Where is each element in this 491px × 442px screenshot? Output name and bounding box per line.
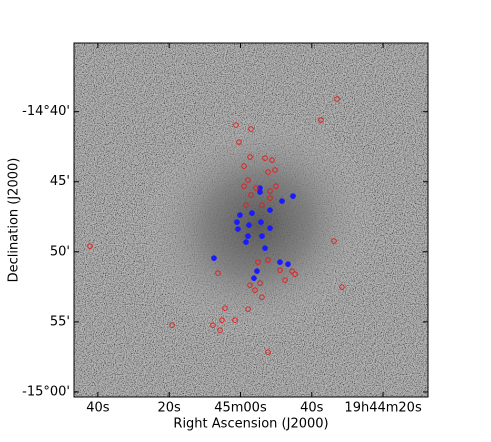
data-point xyxy=(265,349,271,355)
data-point xyxy=(267,207,273,213)
data-point xyxy=(269,157,275,163)
data-point xyxy=(277,259,283,265)
data-point xyxy=(241,183,247,189)
data-point xyxy=(279,198,285,204)
data-point xyxy=(262,245,268,252)
x-tick-label: 45m00s xyxy=(214,401,267,416)
x-tick-label: 40s xyxy=(86,401,110,416)
data-point xyxy=(87,243,93,249)
data-point xyxy=(259,202,265,208)
data-point xyxy=(232,317,238,323)
data-point xyxy=(241,163,247,169)
data-point xyxy=(211,255,217,262)
y-tick-label: 45' xyxy=(50,174,70,189)
data-point xyxy=(258,219,264,225)
data-point xyxy=(252,287,258,293)
data-point xyxy=(254,268,260,274)
data-point xyxy=(257,189,263,195)
data-point xyxy=(285,261,291,267)
data-point xyxy=(259,294,265,300)
data-point xyxy=(339,284,345,290)
data-point xyxy=(267,225,273,232)
x-tick-label: 20s xyxy=(158,401,182,416)
data-point xyxy=(334,96,340,102)
data-point xyxy=(267,195,273,201)
data-point xyxy=(243,202,249,208)
data-point xyxy=(246,222,252,228)
data-point xyxy=(249,210,255,216)
data-point xyxy=(277,267,283,273)
plot-frame xyxy=(73,42,429,398)
data-point xyxy=(245,177,251,183)
data-point xyxy=(253,185,259,191)
data-point xyxy=(247,282,253,288)
data-point xyxy=(245,306,251,312)
y-tick-label: 55' xyxy=(50,314,70,329)
data-point xyxy=(235,226,241,232)
data-point xyxy=(259,233,265,239)
data-point xyxy=(282,277,288,283)
data-point xyxy=(247,154,253,160)
data-point xyxy=(234,219,240,225)
data-point xyxy=(236,139,242,145)
data-point xyxy=(215,270,221,276)
data-point xyxy=(243,239,249,245)
data-point xyxy=(292,271,298,277)
sky-image xyxy=(74,43,428,397)
data-point xyxy=(210,322,216,328)
data-point xyxy=(265,169,271,175)
data-point xyxy=(248,192,254,198)
data-point xyxy=(169,322,175,328)
data-point xyxy=(290,193,296,199)
data-point xyxy=(237,212,243,218)
data-point xyxy=(219,317,225,323)
data-point xyxy=(248,126,254,132)
y-tick-label: -15°00' xyxy=(22,384,70,399)
data-point xyxy=(318,117,324,123)
x-axis-label: Right Ascension (J2000) xyxy=(173,417,328,432)
data-point xyxy=(251,275,257,282)
data-point xyxy=(217,327,223,333)
data-point xyxy=(267,188,273,194)
y-tick-label: 50' xyxy=(50,244,70,259)
data-point xyxy=(273,183,279,189)
x-tick-label: 19h44m20s xyxy=(344,401,422,416)
data-point xyxy=(262,155,268,161)
data-point xyxy=(233,122,239,128)
data-point xyxy=(331,238,337,244)
data-point xyxy=(265,257,271,263)
data-point xyxy=(272,167,278,173)
y-tick-label: -14°40' xyxy=(22,104,70,119)
y-axis-label: Declination (J2000) xyxy=(7,158,22,283)
data-point xyxy=(289,268,295,274)
data-point xyxy=(222,305,228,312)
x-tick-label: 40s xyxy=(300,401,324,416)
data-point xyxy=(245,233,251,239)
data-point xyxy=(257,280,263,286)
data-point xyxy=(255,259,261,265)
